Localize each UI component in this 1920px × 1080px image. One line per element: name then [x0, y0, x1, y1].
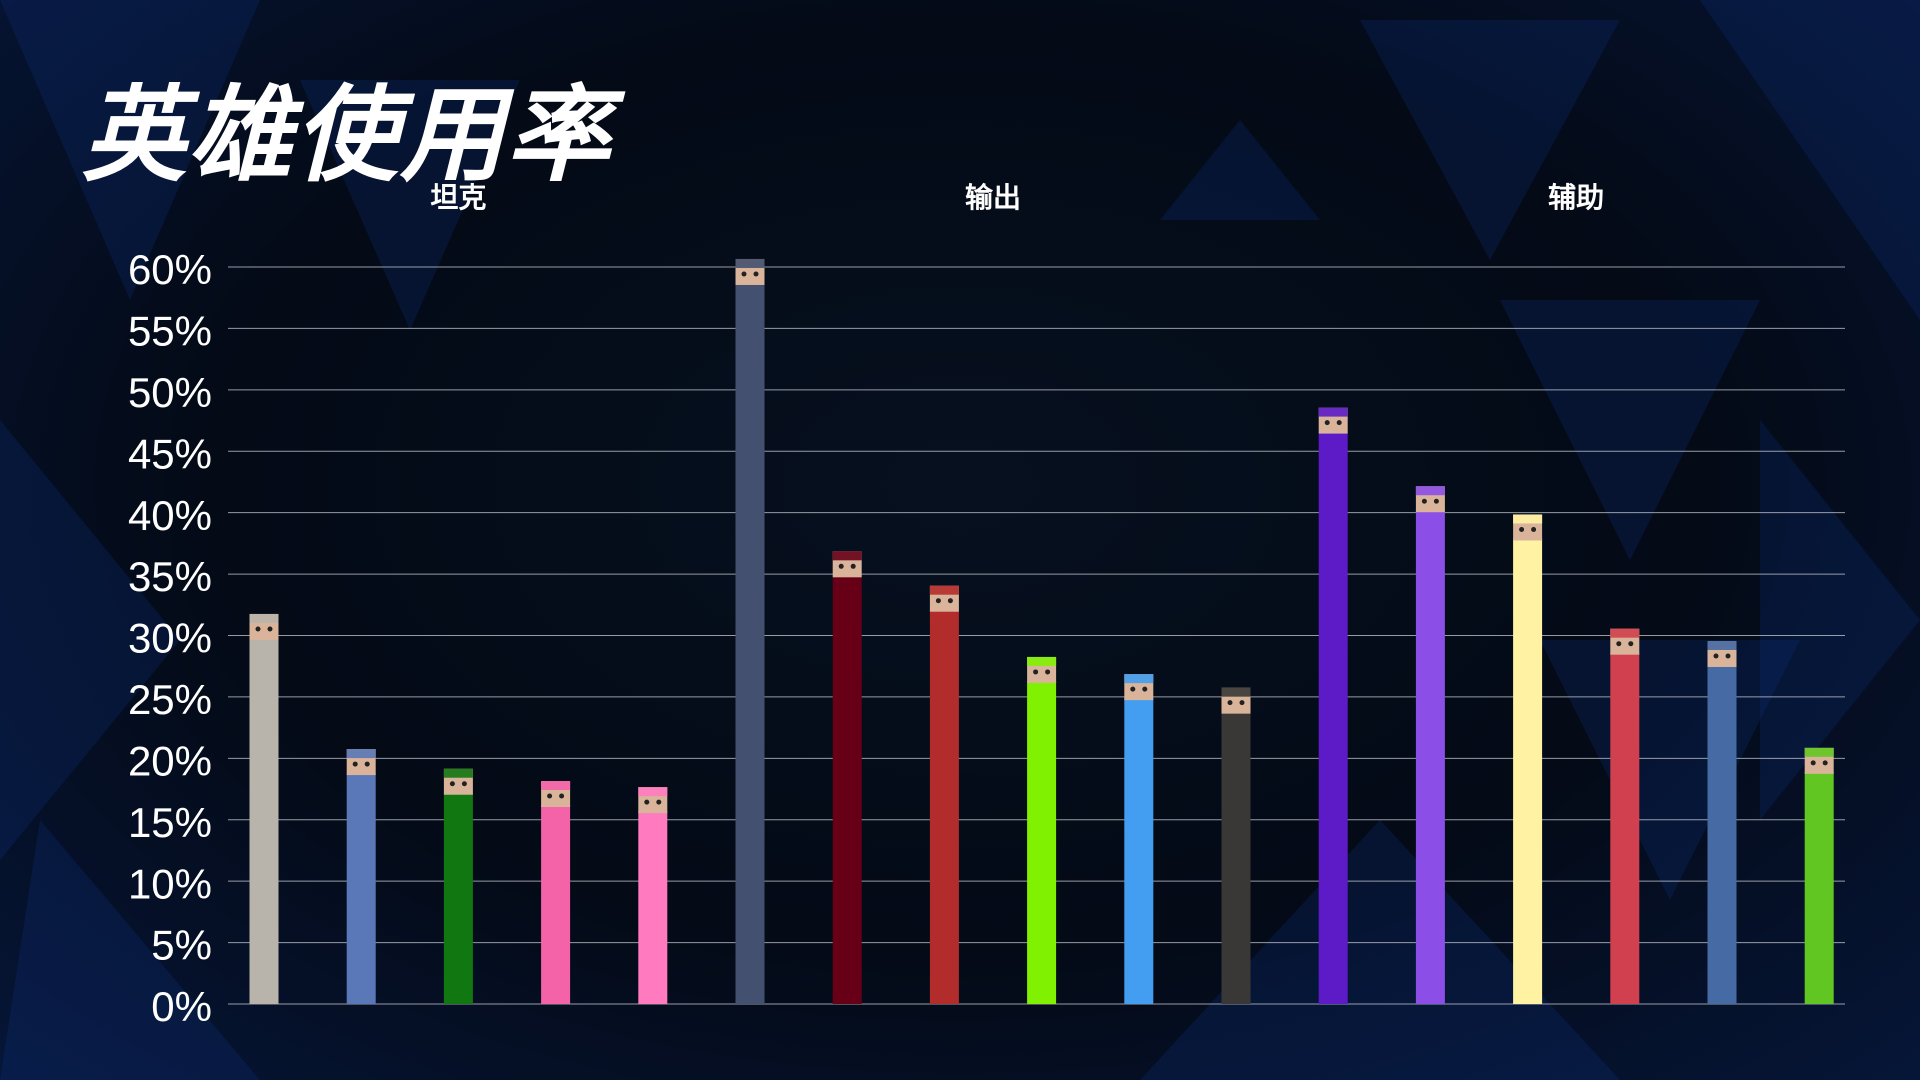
y-tick-label: 25% [128, 676, 212, 723]
background-triangle [1160, 120, 1320, 220]
background-triangle [0, 0, 260, 300]
hero-portrait-icon [346, 749, 376, 776]
bar [1513, 538, 1543, 1004]
y-tick-label: 60% [128, 246, 212, 293]
hero-portrait-icon [443, 768, 473, 795]
group-label: 辅助 [1548, 181, 1605, 214]
hero-portrait-icon [1513, 514, 1543, 541]
hero-portrait-icon [1610, 628, 1640, 655]
hero-portrait-icon [541, 781, 571, 808]
y-tick-label: 0% [151, 983, 212, 1030]
y-tick-label: 10% [128, 860, 212, 907]
hero-portrait-icon [1124, 674, 1154, 701]
background-triangle [0, 420, 180, 860]
bar [929, 609, 959, 1004]
y-tick-label: 45% [128, 430, 212, 477]
hero-portrait-icon [1707, 640, 1737, 667]
background-triangle [1140, 820, 1620, 1080]
background-triangle [1360, 20, 1620, 260]
bar [1221, 711, 1251, 1004]
hero-portrait-icon [929, 585, 959, 612]
bar [346, 773, 376, 1004]
hero-portrait-icon [1804, 747, 1834, 774]
bar [1415, 510, 1445, 1004]
bar [541, 805, 571, 1004]
bar [1610, 652, 1640, 1004]
bar [443, 792, 473, 1004]
y-tick-label: 50% [128, 369, 212, 416]
group-label: 坦克 [430, 181, 487, 214]
hero-portrait-icon [638, 787, 668, 814]
hero-portrait-icon [832, 551, 862, 578]
bar [832, 575, 862, 1004]
y-tick-label: 55% [128, 308, 212, 355]
y-tick-label: 35% [128, 553, 212, 600]
y-tick-label: 15% [128, 799, 212, 846]
y-tick-label: 40% [128, 492, 212, 539]
hero-portrait-icon [1415, 486, 1445, 513]
background-triangle [1760, 420, 1920, 820]
y-tick-label: 20% [128, 737, 212, 784]
hero-portrait-icon [735, 258, 765, 285]
background-triangle [1700, 0, 1920, 320]
bar [1318, 431, 1348, 1004]
y-tick-label: 5% [151, 922, 212, 969]
y-tick-label: 30% [128, 615, 212, 662]
background-triangle [300, 80, 520, 330]
bar [1027, 680, 1057, 1004]
bar [735, 282, 765, 1004]
bar [638, 811, 668, 1004]
bar [1707, 664, 1737, 1004]
hero-portrait-icon [249, 613, 279, 640]
hero-portrait-icon [1318, 407, 1348, 434]
background-triangle [1500, 300, 1760, 560]
background-triangle [0, 820, 260, 1080]
hero-portrait-icon [1027, 656, 1057, 683]
page-title: 英雄使用率 [82, 74, 613, 196]
bar [249, 637, 279, 1004]
group-label: 输出 [964, 181, 1022, 214]
bar [1804, 771, 1834, 1004]
hero-portrait-icon [1221, 687, 1251, 714]
bar [1124, 698, 1154, 1004]
